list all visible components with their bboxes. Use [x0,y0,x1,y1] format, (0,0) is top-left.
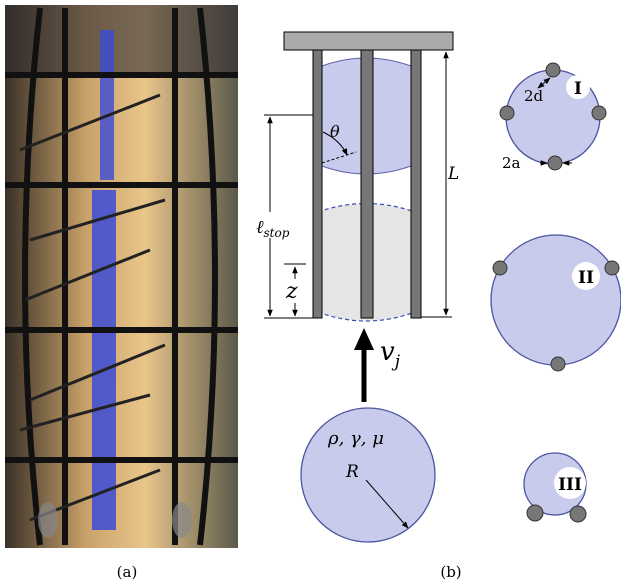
label: 2d [524,87,544,105]
drop-free [300,407,436,543]
label: L [447,164,459,184]
config-label: I [574,79,582,99]
label: vj [380,337,401,372]
caption: (a) [117,563,138,581]
rods-cross [526,504,587,523]
config-label: II [578,268,594,288]
label: 2a [502,154,521,172]
config [490,234,621,366]
label: ρ, γ, μ [327,428,384,449]
label: ℓ [256,217,264,238]
label: 2a [502,154,521,172]
label: stop [264,226,290,240]
label: R [345,462,359,482]
radius [365,479,409,529]
label: v [380,337,395,367]
rods-cross [499,62,607,171]
label: θ [330,122,340,141]
rods-cross [492,260,620,372]
label: j [391,352,401,372]
config-label: III [558,475,582,495]
label: ℓstop [256,217,290,240]
rods [312,49,422,319]
label: z [285,279,298,304]
plate [283,31,454,51]
label: 2d [524,87,544,105]
caption: (b) [440,563,461,581]
photo [5,5,238,548]
